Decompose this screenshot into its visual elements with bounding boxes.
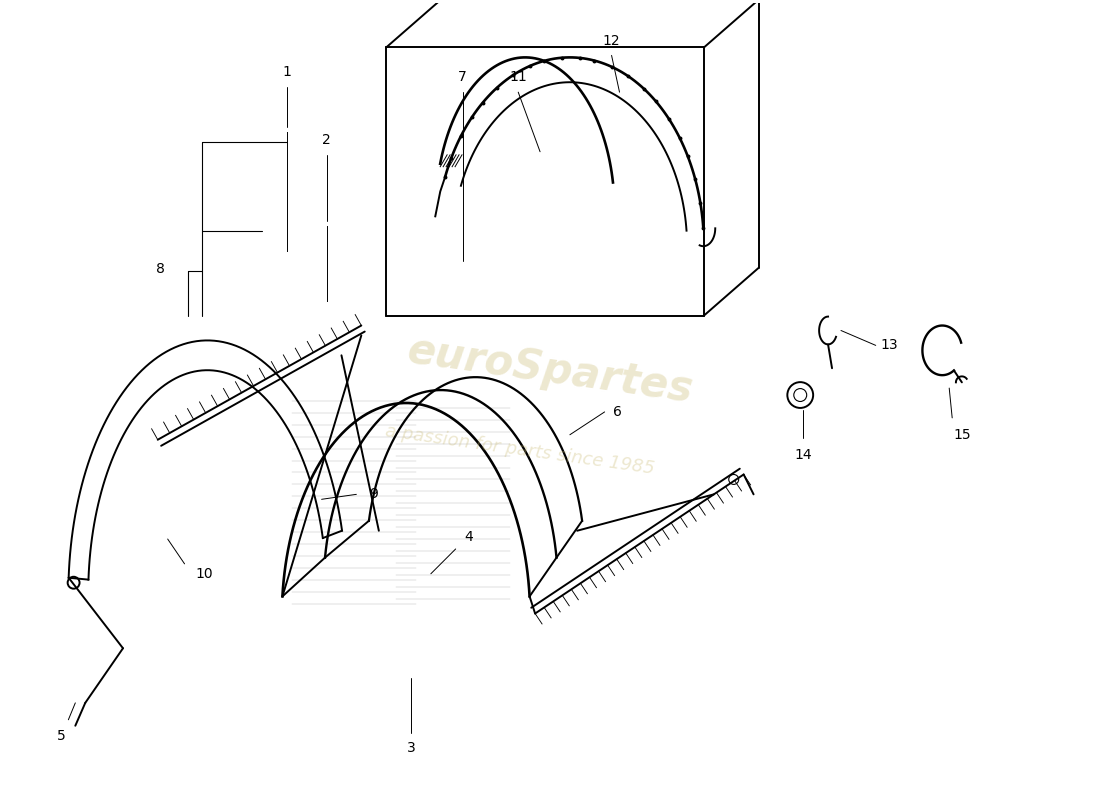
Text: euroSpartes: euroSpartes (405, 330, 695, 411)
Text: 3: 3 (407, 741, 416, 754)
Text: a passion for parts since 1985: a passion for parts since 1985 (384, 422, 656, 478)
Text: 15: 15 (954, 428, 971, 442)
Text: 5: 5 (57, 729, 66, 742)
Text: 10: 10 (196, 566, 213, 581)
Text: 12: 12 (603, 34, 620, 47)
Text: 2: 2 (322, 133, 331, 147)
Text: 4: 4 (464, 530, 473, 544)
Text: 8: 8 (156, 262, 165, 276)
Text: 9: 9 (368, 487, 377, 502)
Text: 11: 11 (509, 70, 527, 84)
Text: 14: 14 (794, 448, 812, 462)
Text: 13: 13 (881, 338, 899, 352)
Text: 1: 1 (283, 66, 292, 79)
Text: 7: 7 (459, 70, 468, 84)
Text: 6: 6 (613, 405, 621, 419)
